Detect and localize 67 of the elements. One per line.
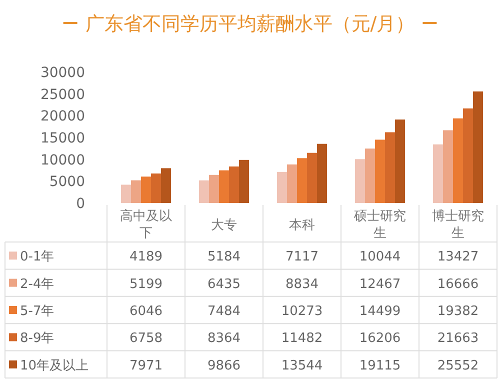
data-label: 5199 (129, 276, 163, 292)
bar (121, 184, 131, 203)
legend-label: 8-9年 (20, 331, 54, 346)
bar (199, 180, 209, 203)
x-tick-label: 高中及以下 (120, 208, 172, 241)
data-label: 25552 (437, 358, 479, 374)
data-label: 7484 (207, 304, 241, 319)
data-label: 21663 (437, 331, 479, 346)
legend-label: 5-7年 (20, 304, 54, 319)
bar (239, 160, 249, 203)
x-tick-label: 硕士研究生 (353, 209, 406, 241)
data-label: 6758 (129, 331, 163, 346)
bar (307, 152, 317, 203)
y-tick-label: 30000 (40, 65, 85, 81)
bar (453, 118, 463, 203)
bar (219, 170, 229, 203)
data-label: 16666 (437, 276, 479, 292)
bar (443, 130, 453, 203)
data-label: 10273 (281, 304, 323, 319)
bar (317, 144, 327, 203)
data-label: 7117 (285, 250, 319, 265)
legend-label: 2-4年 (20, 276, 54, 292)
bar (209, 174, 219, 203)
bar (433, 144, 443, 203)
bar (365, 148, 375, 203)
legend-label: 0-1年 (20, 250, 54, 265)
bar (473, 91, 483, 203)
data-label: 6435 (207, 276, 241, 292)
bar (277, 172, 287, 203)
y-tick-label: 10000 (40, 152, 85, 168)
data-label: 19115 (359, 358, 401, 374)
bar (297, 158, 307, 203)
x-tick-label: 本科 (289, 218, 315, 233)
x-tick-label: 博士研究生 (432, 209, 484, 241)
data-label: 13544 (281, 358, 323, 374)
data-label: 16206 (359, 331, 401, 346)
title: 广东省不同学历平均薪酬水平（元/月） (85, 13, 415, 35)
bar (161, 168, 171, 203)
data-label: 11482 (281, 331, 323, 346)
data-label: 6046 (129, 304, 163, 319)
data-label: 14499 (359, 304, 401, 319)
data-label: 5184 (207, 250, 241, 265)
bar (375, 140, 385, 203)
data-label: 12467 (359, 276, 401, 292)
x-tick-label: 大专 (211, 218, 237, 233)
data-label: 9866 (207, 358, 241, 374)
data-label: 8834 (285, 276, 319, 292)
y-tick-label: 25000 (40, 86, 85, 103)
bar (131, 180, 141, 203)
data-label: 10044 (359, 250, 401, 265)
bar (463, 108, 473, 203)
data-label: 19382 (437, 304, 479, 319)
bar (355, 159, 365, 203)
data-label: 7971 (129, 358, 163, 374)
data-label: 8364 (207, 331, 241, 346)
y-tick-label: 20000 (40, 108, 85, 125)
data-label: 4189 (129, 250, 163, 265)
y-tick-label: 15000 (40, 130, 85, 146)
bar (287, 164, 297, 203)
bar (229, 166, 239, 203)
bar (151, 173, 161, 203)
legend-label: 10年及以上 (20, 358, 89, 374)
bar (395, 120, 405, 203)
bar (385, 132, 395, 203)
y-tick-label: 5000 (49, 174, 85, 190)
bar (141, 176, 151, 203)
data-label: 13427 (437, 250, 479, 265)
